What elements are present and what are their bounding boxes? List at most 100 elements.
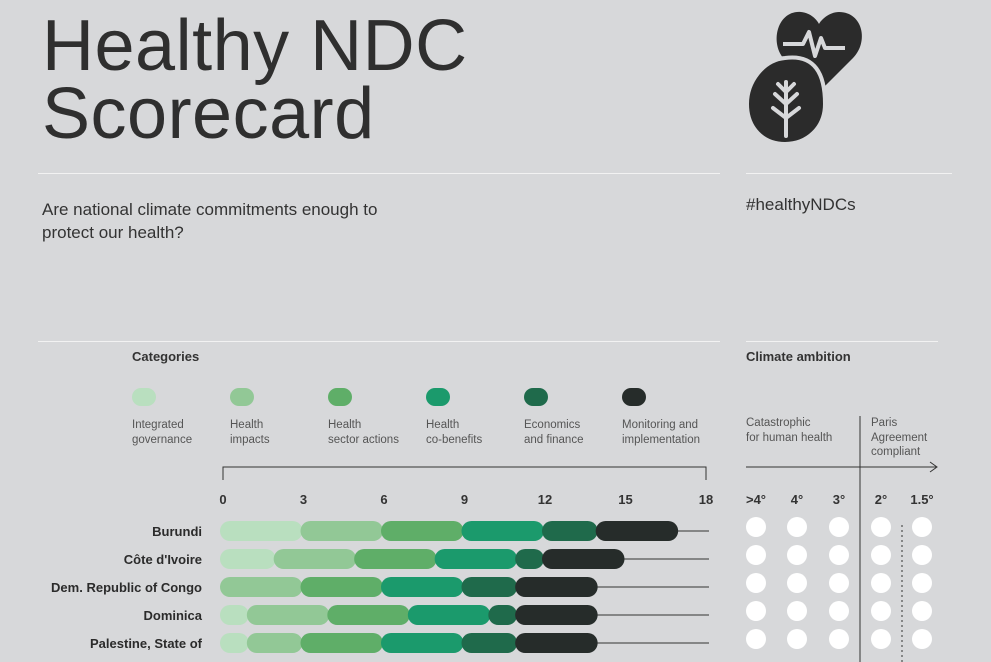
legend-swatch bbox=[426, 388, 450, 406]
x-tick-label: 15 bbox=[618, 492, 632, 507]
bar-segment bbox=[434, 549, 518, 569]
ambition-right-label: Paris Agreement compliant bbox=[871, 417, 928, 458]
divider bbox=[38, 173, 720, 174]
country-label: Côte d'Ivoire bbox=[124, 552, 202, 567]
ambition-dot bbox=[787, 517, 807, 537]
legend-heading: Categories bbox=[132, 349, 200, 364]
bar-segment bbox=[515, 577, 598, 597]
ambition-dot bbox=[746, 601, 766, 621]
legend-swatch bbox=[230, 388, 254, 406]
legend-item: Health sector actions bbox=[328, 388, 399, 447]
x-tick-label: 12 bbox=[538, 492, 552, 507]
legend-item: Health impacts bbox=[230, 388, 270, 447]
bar-segment bbox=[381, 633, 464, 653]
legend-swatch bbox=[524, 388, 548, 406]
ambition-dot bbox=[787, 573, 807, 593]
ambition-dot bbox=[912, 601, 932, 621]
ambition-dot bbox=[829, 629, 849, 649]
ambition-level-label: 4° bbox=[791, 492, 803, 507]
x-tick-label: 3 bbox=[300, 492, 307, 507]
bar-segment bbox=[354, 549, 437, 569]
legend-item: Monitoring and implementation bbox=[622, 388, 700, 447]
bar-segment bbox=[220, 521, 303, 541]
legend-swatch bbox=[132, 388, 156, 406]
x-tick-label: 0 bbox=[219, 492, 226, 507]
bar-segment bbox=[515, 633, 598, 653]
x-tick-label: 6 bbox=[380, 492, 387, 507]
ambition-dot bbox=[829, 573, 849, 593]
ambition-dot bbox=[912, 545, 932, 565]
divider bbox=[746, 173, 952, 174]
ambition-level-label: 1.5° bbox=[910, 492, 933, 507]
bar-segment bbox=[381, 521, 464, 541]
bar-segment bbox=[300, 633, 383, 653]
ambition-dot bbox=[912, 517, 932, 537]
ambition-dot bbox=[829, 601, 849, 621]
x-axis-bracket bbox=[222, 466, 707, 480]
ambition-dot bbox=[871, 601, 891, 621]
country-label: Dem. Republic of Congo bbox=[51, 580, 202, 595]
ambition-dot bbox=[912, 573, 932, 593]
ambition-dot bbox=[746, 545, 766, 565]
ambition-level-label: 2° bbox=[875, 492, 887, 507]
legend-label: Integrated governance bbox=[132, 419, 193, 446]
ambition-dot bbox=[871, 545, 891, 565]
bar-segment bbox=[246, 605, 330, 625]
heart-leaf-logo-icon bbox=[745, 11, 862, 146]
bar-segment bbox=[461, 521, 544, 541]
ambition-dot bbox=[871, 573, 891, 593]
bar-segment bbox=[220, 549, 276, 569]
subtitle: Are national climate commitments enough … bbox=[42, 200, 378, 242]
divider bbox=[38, 341, 720, 342]
ambition-heading: Climate ambition bbox=[746, 349, 851, 364]
bar-segment bbox=[461, 633, 518, 653]
bar-segment bbox=[220, 577, 303, 597]
legend-label: Monitoring and implementation bbox=[622, 419, 700, 446]
ambition-dot bbox=[746, 629, 766, 649]
legend-swatch bbox=[328, 388, 352, 406]
ambition-dot bbox=[871, 629, 891, 649]
legend-item: Integrated governance bbox=[132, 388, 192, 447]
ambition-dot bbox=[912, 629, 932, 649]
ambition-dot bbox=[787, 545, 807, 565]
bar-segment bbox=[488, 605, 518, 625]
page-title: Healthy NDC Scorecard bbox=[42, 6, 468, 154]
ambition-dot bbox=[787, 601, 807, 621]
bar-segment bbox=[461, 577, 518, 597]
legend-label: Health impacts bbox=[230, 419, 270, 446]
divider bbox=[746, 341, 938, 342]
ambition-dot bbox=[829, 545, 849, 565]
bar-segment bbox=[595, 521, 679, 541]
ambition-axis-arrow bbox=[929, 461, 938, 473]
bar-segment bbox=[407, 605, 491, 625]
bar-segment bbox=[515, 605, 598, 625]
bar-segment bbox=[220, 605, 249, 625]
country-label: Dominica bbox=[143, 608, 202, 623]
bar-segment bbox=[273, 549, 357, 569]
ambition-level-label: >4° bbox=[746, 492, 766, 507]
legend-label: Health sector actions bbox=[328, 419, 399, 446]
ambition-dot bbox=[787, 629, 807, 649]
x-tick-label: 9 bbox=[461, 492, 468, 507]
ambition-level-label: 3° bbox=[833, 492, 845, 507]
bar-segment bbox=[327, 605, 410, 625]
bar-segment bbox=[220, 633, 249, 653]
bar-segment bbox=[381, 577, 464, 597]
legend-item: Economics and finance bbox=[524, 388, 583, 447]
ambition-dot bbox=[871, 517, 891, 537]
legend-swatch bbox=[622, 388, 646, 406]
legend-label: Health co-benefits bbox=[426, 419, 483, 446]
hashtag: #healthyNDCs bbox=[746, 195, 856, 214]
x-tick-label: 18 bbox=[699, 492, 713, 507]
country-label: Palestine, State of bbox=[90, 636, 203, 651]
legend-item: Health co-benefits bbox=[426, 388, 482, 447]
bar-segment bbox=[300, 521, 383, 541]
bar-segment bbox=[515, 549, 544, 569]
country-label: Burundi bbox=[152, 524, 202, 539]
bar-segment bbox=[300, 577, 383, 597]
bar-segment bbox=[246, 633, 303, 653]
ambition-dot bbox=[746, 517, 766, 537]
ambition-left-label: Catastrophic for human health bbox=[746, 417, 833, 444]
ambition-dot bbox=[829, 517, 849, 537]
